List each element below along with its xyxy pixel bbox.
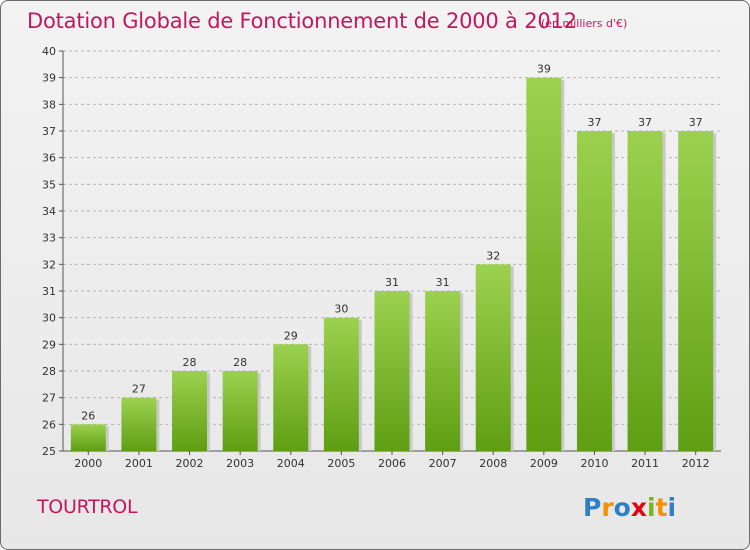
svg-text:Proxiti: Proxiti: [583, 493, 676, 522]
y-tick-label: 34: [42, 205, 56, 218]
y-tick-label: 25: [42, 445, 56, 458]
bar: [323, 317, 359, 451]
bar-value-label: 29: [284, 329, 298, 342]
bar-value-label: 31: [385, 276, 399, 289]
bar: [374, 291, 410, 451]
x-tick-label: 2001: [125, 457, 153, 470]
x-tick-label: 2012: [682, 457, 710, 470]
chart-title: Dotation Globale de Fonctionnement de 20…: [27, 9, 577, 33]
bar-value-label: 31: [436, 276, 450, 289]
x-tick-label: 2005: [327, 457, 355, 470]
x-tick-label: 2007: [429, 457, 457, 470]
x-tick-label: 2009: [530, 457, 558, 470]
y-tick-label: 33: [42, 232, 56, 245]
y-tick-label: 26: [42, 418, 56, 431]
bar-value-label: 32: [486, 249, 500, 262]
y-tick-label: 36: [42, 152, 56, 165]
bar-value-label: 37: [587, 116, 601, 129]
x-tick-label: 2010: [580, 457, 608, 470]
y-tick-label: 35: [42, 178, 56, 191]
bar-value-label: 37: [689, 116, 703, 129]
y-tick-label: 27: [42, 392, 56, 405]
bar: [222, 371, 258, 451]
bar-value-label: 28: [183, 356, 197, 369]
labels: 25 26 27 28 29 30 31 32 33 34 35 36 37 38 39 40 26 2000 27…: [42, 45, 710, 470]
bar: [121, 397, 157, 451]
bar: [627, 131, 663, 451]
y-tick-label: 30: [42, 312, 56, 325]
bar-value-label: 27: [132, 383, 146, 396]
bar: [425, 291, 461, 451]
y-tick-label: 29: [42, 338, 56, 351]
bar: [70, 424, 106, 451]
proxiti-logo[interactable]: Proxiti: [583, 489, 693, 523]
y-tick-label: 38: [42, 98, 56, 111]
bar-value-label: 30: [334, 303, 348, 316]
x-tick-label: 2003: [226, 457, 254, 470]
x-tick-label: 2002: [176, 457, 204, 470]
x-tick-label: 2000: [74, 457, 102, 470]
chart-unit-label: (en milliers d'€): [541, 17, 628, 30]
bar-value-label: 39: [537, 63, 551, 76]
commune-name: TOURTROL: [37, 496, 138, 518]
y-tick-label: 39: [42, 72, 56, 85]
y-tick-label: 40: [42, 45, 56, 58]
bar: [273, 344, 309, 451]
bar-value-label: 37: [638, 116, 652, 129]
x-tick-label: 2004: [277, 457, 305, 470]
bar: [576, 131, 612, 451]
x-tick-label: 2011: [631, 457, 659, 470]
y-tick-label: 31: [42, 285, 56, 298]
bar: [678, 131, 714, 451]
bar: [172, 371, 208, 451]
y-tick-label: 32: [42, 258, 56, 271]
bars: [70, 77, 717, 452]
bar-value-label: 28: [233, 356, 247, 369]
bar-value-label: 26: [81, 409, 95, 422]
x-tick-label: 2008: [479, 457, 507, 470]
bar: [475, 264, 511, 451]
y-tick-label: 28: [42, 365, 56, 378]
x-tick-label: 2006: [378, 457, 406, 470]
bar: [526, 77, 562, 452]
y-tick-label: 37: [42, 125, 56, 138]
